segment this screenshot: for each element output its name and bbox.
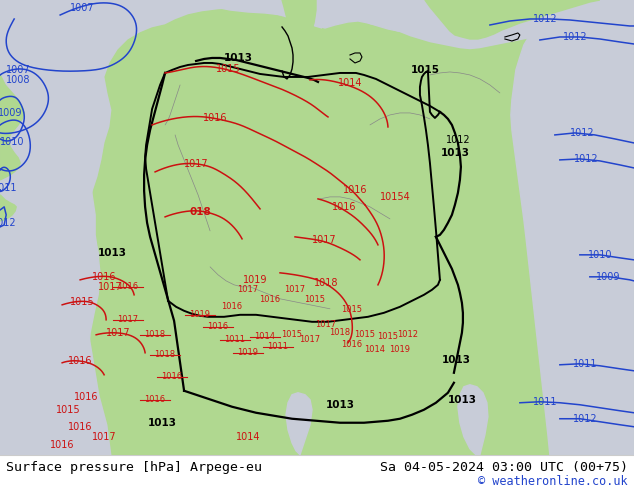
Text: 1019: 1019 xyxy=(238,348,259,357)
Text: 1017: 1017 xyxy=(98,282,122,292)
Text: 1014: 1014 xyxy=(365,345,385,354)
Text: © weatheronline.co.uk: © weatheronline.co.uk xyxy=(479,475,628,489)
Text: 1015: 1015 xyxy=(342,305,363,314)
Polygon shape xyxy=(0,75,24,180)
Text: 1017: 1017 xyxy=(117,315,139,324)
Polygon shape xyxy=(0,0,322,155)
Text: 1016: 1016 xyxy=(68,422,93,432)
Polygon shape xyxy=(425,0,600,39)
Text: 1016: 1016 xyxy=(203,113,228,123)
Text: 1017: 1017 xyxy=(299,335,321,344)
Text: 1012: 1012 xyxy=(0,218,16,228)
Text: 1016: 1016 xyxy=(342,340,363,349)
Text: 1012: 1012 xyxy=(573,414,597,424)
Text: 1015: 1015 xyxy=(70,297,94,307)
Polygon shape xyxy=(0,195,16,221)
Text: 1014: 1014 xyxy=(254,332,276,342)
Text: 1013: 1013 xyxy=(224,53,252,63)
Text: 1013: 1013 xyxy=(441,355,470,365)
Text: 1011: 1011 xyxy=(573,359,597,369)
Text: 1018: 1018 xyxy=(155,350,176,359)
Polygon shape xyxy=(511,0,634,455)
Text: 1016: 1016 xyxy=(92,272,117,282)
Polygon shape xyxy=(88,9,634,455)
Text: 1015: 1015 xyxy=(281,330,302,339)
Text: 1012: 1012 xyxy=(569,128,594,138)
Polygon shape xyxy=(286,393,312,455)
Text: 1016: 1016 xyxy=(207,322,229,331)
Text: 1008: 1008 xyxy=(6,75,30,85)
Text: 1012: 1012 xyxy=(562,32,587,42)
Text: 1014: 1014 xyxy=(236,432,261,441)
Text: 1012: 1012 xyxy=(533,14,557,24)
Text: 1018: 1018 xyxy=(330,328,351,337)
Text: 1016: 1016 xyxy=(68,356,93,366)
Text: 018: 018 xyxy=(189,207,211,217)
Text: 1009: 1009 xyxy=(0,108,22,118)
Text: 1015: 1015 xyxy=(216,64,240,74)
Text: 1011: 1011 xyxy=(268,343,288,351)
Text: 1012: 1012 xyxy=(398,330,418,339)
Text: 1013: 1013 xyxy=(325,400,354,410)
Text: 1015: 1015 xyxy=(304,295,325,304)
Text: 1016: 1016 xyxy=(162,372,183,381)
Text: 1017: 1017 xyxy=(238,285,259,294)
Text: 1013: 1013 xyxy=(98,248,127,258)
Text: Sa 04-05-2024 03:00 UTC (00+75): Sa 04-05-2024 03:00 UTC (00+75) xyxy=(380,461,628,474)
Text: 1011: 1011 xyxy=(533,397,557,407)
Text: 1017: 1017 xyxy=(106,328,131,338)
Text: 1007: 1007 xyxy=(6,65,30,75)
Text: 1019: 1019 xyxy=(190,310,210,319)
Text: 1010: 1010 xyxy=(588,250,612,260)
Text: 1017: 1017 xyxy=(312,235,336,245)
Text: 1017: 1017 xyxy=(184,159,209,169)
Text: 1019: 1019 xyxy=(389,345,410,354)
Text: 1016: 1016 xyxy=(50,440,74,450)
Text: 1016: 1016 xyxy=(117,282,139,292)
Text: 1015: 1015 xyxy=(354,330,375,339)
Text: 1012: 1012 xyxy=(446,135,470,145)
Polygon shape xyxy=(0,155,104,455)
Text: 1019: 1019 xyxy=(243,275,268,285)
Text: 1009: 1009 xyxy=(595,272,620,282)
Text: 1013: 1013 xyxy=(448,395,476,405)
Text: 1013: 1013 xyxy=(441,148,469,158)
Text: 1018: 1018 xyxy=(314,278,339,288)
Text: 1016: 1016 xyxy=(259,295,281,304)
Text: 1013: 1013 xyxy=(148,418,177,428)
Text: 1007: 1007 xyxy=(70,3,94,13)
Text: 10154: 10154 xyxy=(380,192,410,202)
Text: 1015: 1015 xyxy=(56,405,81,415)
Text: 1016: 1016 xyxy=(343,185,367,195)
Polygon shape xyxy=(282,0,316,42)
Text: 1011: 1011 xyxy=(224,335,245,344)
Text: 1015: 1015 xyxy=(410,65,439,75)
Text: 1016: 1016 xyxy=(332,202,356,212)
Text: 1016: 1016 xyxy=(74,392,98,402)
Text: 1018: 1018 xyxy=(145,330,165,339)
Text: 1016: 1016 xyxy=(145,395,165,404)
Polygon shape xyxy=(458,385,488,455)
Text: 1017: 1017 xyxy=(92,432,117,441)
Text: Surface pressure [hPa] Arpege-eu: Surface pressure [hPa] Arpege-eu xyxy=(6,461,262,474)
Text: 1017: 1017 xyxy=(285,285,306,294)
Text: 1016: 1016 xyxy=(221,302,243,311)
Text: 1015: 1015 xyxy=(377,332,398,342)
Text: 1017: 1017 xyxy=(316,320,337,329)
Text: 1011: 1011 xyxy=(0,183,18,193)
Polygon shape xyxy=(200,0,634,36)
Text: 1010: 1010 xyxy=(0,137,25,147)
Text: 1012: 1012 xyxy=(574,154,598,164)
Text: 1014: 1014 xyxy=(338,78,362,88)
